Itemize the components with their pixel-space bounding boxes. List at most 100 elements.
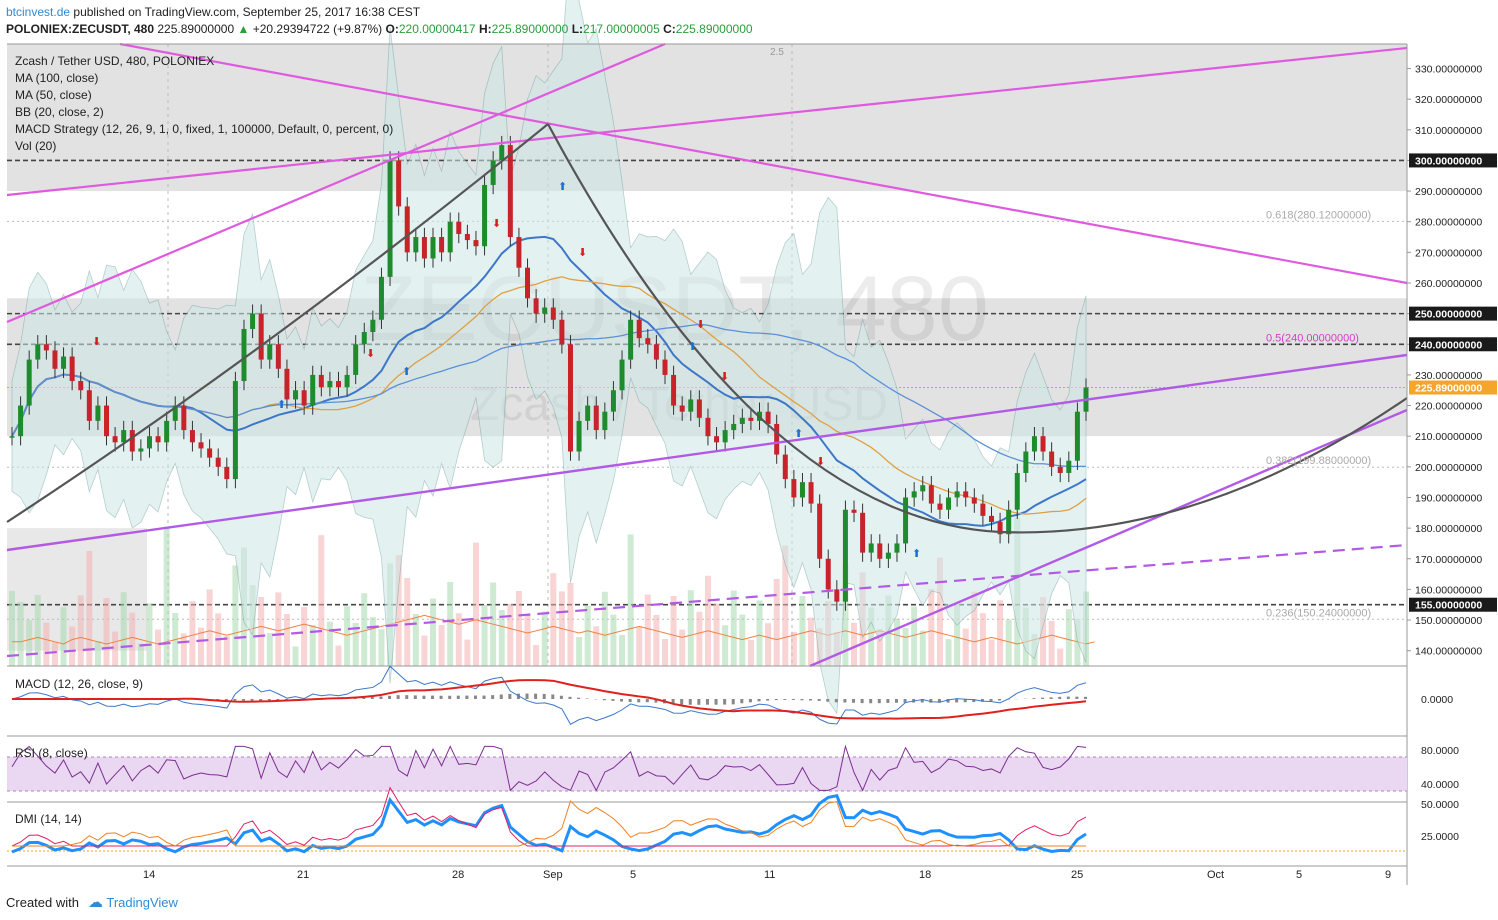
macd-histogram-bar xyxy=(860,699,864,704)
macd-histogram-bar xyxy=(439,695,443,699)
macd-histogram-bar xyxy=(259,699,263,701)
price-tick-label: 260.00000000 xyxy=(1415,278,1482,290)
candle-body xyxy=(378,276,384,320)
candle-body xyxy=(104,405,110,437)
macd-histogram-bar xyxy=(551,694,555,699)
last-price: 225.89000000 xyxy=(157,22,235,36)
high-value: 225.89000000 xyxy=(491,22,569,36)
macd-histogram-bar xyxy=(508,693,512,699)
sell-arrow-icon: ⬇ xyxy=(92,336,101,348)
volume-bar xyxy=(369,617,376,666)
close-value: 225.89000000 xyxy=(675,22,753,36)
volume-bar xyxy=(851,622,858,666)
di-minus-line xyxy=(12,800,1086,847)
volume-bar xyxy=(627,534,634,666)
candle-body xyxy=(224,466,230,480)
candle-body xyxy=(361,332,367,345)
date-tick-label: 11 xyxy=(764,869,775,881)
fib-label: 0.618(280.12000000) xyxy=(1266,209,1371,221)
high-label: H: xyxy=(478,22,492,36)
volume-bar xyxy=(51,641,58,666)
candle-body xyxy=(507,145,513,238)
pink-trendline-steep xyxy=(6,42,666,324)
price-tick-label: 160.00000000 xyxy=(1415,584,1482,596)
legend-volume[interactable]: Vol (20) xyxy=(15,139,57,153)
price-tick-label: 290.00000000 xyxy=(1415,186,1482,198)
macd-panel-label[interactable]: MACD (12, 26, close, 9) xyxy=(15,677,144,691)
macd-histogram-bar xyxy=(980,699,984,702)
candle-body xyxy=(911,491,917,498)
candle-body xyxy=(851,509,857,513)
legend-ma50[interactable]: MA (50, close) xyxy=(15,88,92,102)
candle-body xyxy=(35,344,41,360)
volume-bar xyxy=(576,637,583,666)
legend-bb[interactable]: BB (20, close, 2) xyxy=(15,105,104,119)
volume-bar xyxy=(146,603,153,666)
candle-body xyxy=(232,381,238,480)
candle-body xyxy=(18,405,24,437)
rsi-panel-label[interactable]: RSI (8, close) xyxy=(15,746,88,760)
macd-histogram-bar xyxy=(491,695,495,699)
volume-bar xyxy=(43,622,50,666)
buy-arrow-icon: ⬆ xyxy=(402,366,411,378)
macd-histogram-bar xyxy=(680,699,684,705)
date-tick-label: 18 xyxy=(919,869,931,881)
volume-bar xyxy=(1065,609,1072,666)
author-link[interactable]: btcinvest.de xyxy=(6,5,71,19)
candle-body xyxy=(602,411,608,431)
arc-rise xyxy=(6,123,549,523)
volume-bar xyxy=(318,535,325,666)
buy-arrow-icon: ⬆ xyxy=(688,341,697,353)
volume-bar xyxy=(361,593,368,666)
candle-body xyxy=(542,307,548,314)
candle-body xyxy=(988,515,994,522)
volume-bar xyxy=(206,589,213,666)
candle-body xyxy=(834,589,840,602)
macd-histogram-bar xyxy=(989,699,993,702)
macd-histogram-bar xyxy=(937,699,941,703)
legend-title[interactable]: Zcash / Tether USD, 480, POLONIEX xyxy=(15,54,215,68)
macd-histogram-bar xyxy=(748,699,752,703)
candle-body xyxy=(1023,451,1029,473)
price-tick-label: 200.00000000 xyxy=(1415,462,1482,474)
volume-bar xyxy=(464,639,471,666)
volume-bar xyxy=(747,639,754,666)
candle-body xyxy=(318,374,324,388)
macd-histogram-bar xyxy=(766,699,770,701)
price-label-box xyxy=(1409,597,1497,612)
price-tick-label: 210.00000000 xyxy=(1415,431,1482,443)
candle-body xyxy=(714,436,720,443)
volume-bar xyxy=(438,625,445,666)
volume-bar xyxy=(189,601,196,666)
purple-trendline-lower xyxy=(809,408,1408,668)
candle-body xyxy=(1031,436,1037,452)
change-value: +20.29394722 (+9.87%) xyxy=(252,22,383,36)
candle-body xyxy=(868,543,874,553)
date-tick-label: 5 xyxy=(1296,869,1302,881)
macd-histogram-bar xyxy=(465,695,469,699)
tradingview-text: TradingView xyxy=(106,895,178,910)
candle-body xyxy=(387,160,393,277)
volume-bar xyxy=(610,614,617,666)
legend-ma100[interactable]: MA (100, close) xyxy=(15,71,99,85)
candle-body xyxy=(894,543,900,553)
candle-body xyxy=(722,430,728,443)
pink-trendline-upper xyxy=(6,46,1408,197)
sell-arrow-icon: ⬇ xyxy=(578,247,587,259)
candle-body xyxy=(567,344,573,452)
volume-bar xyxy=(928,588,935,666)
macd-histogram-bar xyxy=(1058,696,1062,699)
dmi-tick-label: 25.0000 xyxy=(1421,831,1459,843)
tradingview-logo[interactable]: ☁ TradingView xyxy=(88,893,178,911)
candle-body xyxy=(842,509,848,602)
macd-histogram-bar xyxy=(688,699,692,705)
macd-histogram-bar xyxy=(972,699,976,703)
candle-body xyxy=(696,399,702,418)
candle-body xyxy=(69,356,75,382)
legend-macd-strategy[interactable]: MACD Strategy (12, 26, 9, 1, 0, fixed, 1… xyxy=(15,122,394,136)
dmi-panel-label[interactable]: DMI (14, 14) xyxy=(15,812,82,826)
volume-bar xyxy=(730,590,737,666)
candle-body xyxy=(731,423,737,431)
date-tick-label: Sep xyxy=(543,869,563,881)
